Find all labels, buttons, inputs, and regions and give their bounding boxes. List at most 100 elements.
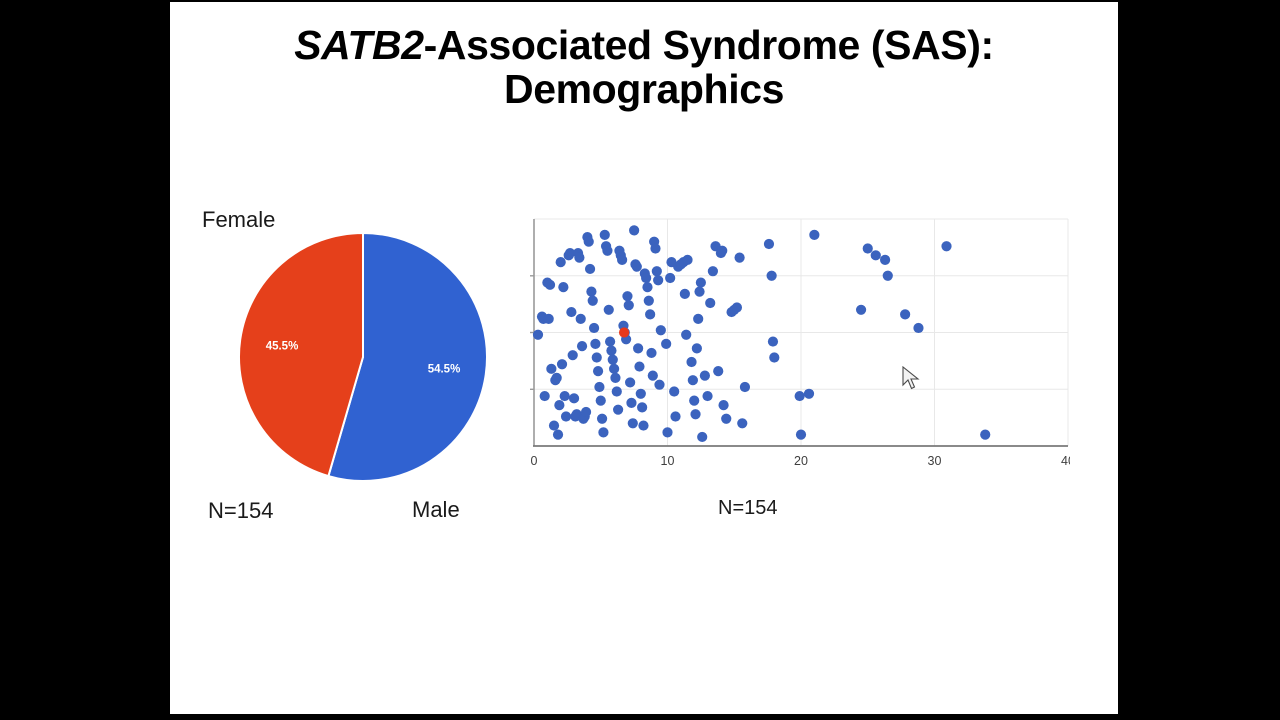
pie-chart-svg: 54.5% 45.5%: [238, 232, 488, 482]
pie-slice-male: [327, 232, 488, 482]
scatter-point: [721, 413, 732, 424]
x-axis-tick-label: 20: [794, 454, 808, 468]
x-axis-tick-label: 0: [531, 454, 538, 468]
slide-title: SATB2-Associated Syndrome (SAS): Demograp…: [210, 22, 1078, 112]
scatter-point: [653, 275, 664, 286]
scatter-point: [629, 225, 640, 236]
scatter-point: [737, 418, 748, 429]
scatter-point: [532, 329, 544, 340]
letterbox-right: [1118, 0, 1280, 720]
pie-label-male: Male: [412, 497, 460, 522]
scatter-point: [654, 379, 665, 390]
scatter-point: [611, 386, 622, 397]
scatter-point: [617, 254, 628, 265]
scatter-point: [603, 304, 614, 315]
scatter-chart-sample-size: N=154: [718, 497, 778, 519]
scatter-point: [580, 406, 592, 418]
scatter-point: [622, 291, 633, 302]
scatter-point: [661, 338, 672, 349]
scatter-point: [627, 418, 638, 429]
scatter-point: [588, 322, 600, 334]
scatter-point: [583, 236, 594, 247]
scatter-point: [862, 243, 873, 254]
scatter-point: [705, 297, 716, 309]
scatter-point: [763, 238, 775, 250]
scatter-point: [645, 309, 656, 320]
gene-name: SATB2: [294, 22, 424, 68]
scatter-point: [643, 295, 654, 306]
presentation-slide: SATB2-Associated Syndrome (SAS): Demograp…: [170, 2, 1118, 714]
scatter-point: [552, 429, 564, 440]
scatter-point: [900, 309, 911, 320]
scatter-chart-block: 0 10 20 30 40 N=154: [522, 214, 1092, 544]
scatter-point: [567, 350, 578, 361]
scatter-point: [693, 313, 704, 324]
scatter-point: [941, 241, 952, 252]
x-axis-tick-label: 10: [661, 454, 675, 468]
scatter-point: [607, 354, 618, 365]
scatter-point: [718, 400, 729, 411]
scatter-point: [546, 363, 557, 374]
scatter-point: [544, 279, 556, 290]
scatter-point: [803, 388, 815, 399]
scatter-chart-svg: 0 10 20 30 40: [530, 218, 1070, 468]
pie-value-label-male: 54.5%: [428, 364, 461, 376]
scatter-point: [631, 261, 642, 272]
pie-label-female: Female: [202, 207, 276, 232]
scatter-point: [739, 381, 751, 393]
scatter-point: [626, 397, 637, 408]
scatter-point: [647, 370, 658, 381]
scatter-point: [609, 363, 620, 374]
scatter-point: [575, 313, 586, 324]
scatter-point: [655, 325, 666, 336]
scatter-point: [690, 409, 701, 420]
scatter-point: [623, 300, 634, 311]
scatter-point-highlighted: [619, 327, 630, 338]
scatter-point: [882, 270, 893, 281]
scatter-point: [651, 266, 662, 277]
x-axis-tick-label: 30: [928, 454, 942, 468]
scatter-point: [707, 266, 718, 277]
scatter-point: [980, 429, 991, 440]
scatter-point: [559, 390, 570, 402]
scatter-point: [548, 420, 560, 431]
scatter-point: [594, 381, 605, 393]
pie-chart-sample-size: N=154: [208, 498, 274, 523]
scatter-point: [794, 390, 805, 402]
scatter-point: [697, 431, 708, 443]
scatter-point: [625, 377, 636, 388]
scatter-point: [691, 343, 702, 354]
scatter-point: [584, 263, 596, 275]
scatter-point: [687, 375, 698, 386]
pie-slice-female: [238, 232, 364, 478]
scatter-point: [795, 429, 807, 440]
scatter-point: [613, 404, 624, 415]
scatter-point: [870, 250, 881, 261]
scatter-point: [702, 390, 713, 402]
scatter-point: [734, 252, 745, 263]
scatter-point: [591, 352, 602, 363]
pie-chart-block: Female Male N=154 54.5% 45.5%: [190, 187, 530, 547]
scatter-point: [564, 247, 576, 259]
scatter-point: [599, 229, 610, 240]
scatter-point: [665, 272, 676, 284]
scatter-point: [596, 413, 608, 424]
scatter-point: [695, 277, 706, 288]
scatter-point: [809, 229, 820, 240]
scatter-point: [560, 411, 572, 422]
scatter-point: [590, 338, 601, 349]
scatter-point: [855, 304, 867, 315]
scatter-point: [556, 359, 568, 370]
scatter-point: [606, 345, 617, 356]
scatter-point: [605, 336, 616, 347]
scatter-point: [543, 313, 554, 324]
scatter-point: [566, 306, 577, 318]
scatter-point: [574, 252, 585, 263]
scatter-point: [646, 347, 657, 359]
title-rest: -Associated Syndrome (SAS):: [423, 22, 995, 68]
scatter-point: [598, 427, 609, 438]
scatter-point: [766, 270, 777, 281]
scatter-point: [555, 257, 566, 268]
scatter-point: [713, 365, 724, 377]
scatter-point: [650, 243, 661, 254]
